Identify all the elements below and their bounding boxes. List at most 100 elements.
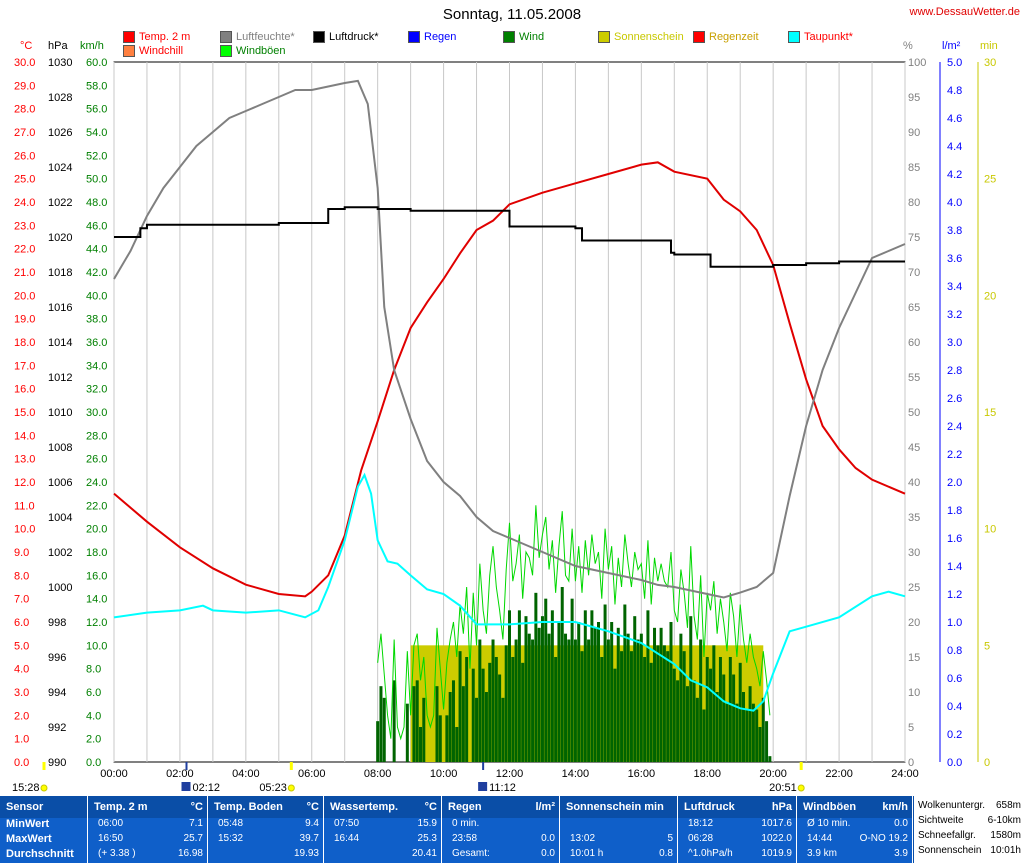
- temp-tick-label: 25.0: [14, 174, 35, 186]
- stats-column-header: Windböen km/h: [797, 796, 912, 818]
- hum-tick-label: 95: [908, 92, 920, 104]
- legend-swatch: [503, 31, 515, 43]
- wind-tick-label: 4.0: [86, 710, 101, 722]
- wind-bar: [745, 709, 749, 762]
- rain-tick-label: 1.8: [947, 505, 962, 517]
- stats-column: Windböen km/h Ø 10 min. 0.0 14:44 O-NO 19.2 3.…: [797, 796, 912, 863]
- legend-item: Sonnenschein: [598, 31, 684, 43]
- x-tick-label: 04:00: [232, 768, 260, 780]
- rain-tick-label: 2.8: [947, 365, 962, 377]
- stats-row: 06:28 1022.0: [678, 833, 796, 847]
- rain-tick-label: 0.6: [947, 673, 962, 685]
- wind-tick-label: 48.0: [86, 197, 107, 209]
- sun-icon: [40, 784, 48, 792]
- wind-tick-label: 34.0: [86, 360, 107, 372]
- temp-tick-label: 1.0: [14, 734, 29, 746]
- rain-tick-label: 3.2: [947, 309, 962, 321]
- wind-tick-label: 32.0: [86, 384, 107, 396]
- wind-tick-label: 18.0: [86, 547, 107, 559]
- wind-bar: [511, 657, 515, 762]
- wind-bar: [415, 680, 419, 762]
- wind-tick-label: 30.0: [86, 407, 107, 419]
- stats-row: 05:48 9.4: [208, 818, 323, 832]
- legend-label: Windchill: [139, 45, 184, 57]
- wind-tick-label: 38.0: [86, 314, 107, 326]
- wind-bar: [656, 645, 660, 762]
- wind-tick-label: 8.0: [86, 664, 101, 676]
- stats-row: Durchschnitt: [0, 848, 87, 862]
- wind-bar: [732, 674, 736, 762]
- info-label: Schneefallgr.: [918, 830, 976, 841]
- sun-tick-label: 10: [984, 524, 996, 536]
- stats-row: Gesamt: 0.0: [442, 848, 559, 862]
- wind-bar: [392, 680, 396, 762]
- wind-tick-label: 58.0: [86, 80, 107, 92]
- stats-cell-value: 25.3: [417, 833, 437, 844]
- info-label: Sonnenschein: [918, 845, 982, 856]
- moon-time-marker: 11:12: [478, 762, 516, 794]
- wind-tick-label: 44.0: [86, 244, 107, 256]
- rain-tick-label: 1.4: [947, 561, 962, 573]
- stats-cell-value: 5: [667, 833, 673, 844]
- site-link[interactable]: www.DessauWetter.de: [909, 6, 1020, 18]
- rain-tick-label: 3.4: [947, 281, 962, 293]
- wind-bar: [669, 622, 673, 762]
- temp-tick-label: 12.0: [14, 477, 35, 489]
- legend-item: Regenzeit: [693, 31, 759, 43]
- wind-bar: [376, 721, 380, 762]
- x-tick-label: 10:00: [430, 768, 458, 780]
- temp-tick-label: 29.0: [14, 80, 35, 92]
- sun-tick-label: 20: [984, 290, 996, 302]
- stats-column-header: Temp. Boden °C: [208, 796, 323, 818]
- stats-cell-label: (+ 3.38 ): [98, 848, 136, 859]
- wind-bar: [709, 668, 713, 762]
- x-tick-label: 06:00: [298, 768, 326, 780]
- sun-time-marker: 15:28: [12, 762, 48, 794]
- rain-unit: l/m²: [942, 40, 961, 52]
- wind-tick-label: 14.0: [86, 594, 107, 606]
- legend-label: Windböen: [236, 45, 286, 57]
- wind-tick-label: 50.0: [86, 174, 107, 186]
- rain-tick-label: 0.2: [947, 729, 962, 741]
- stats-cell-label: Gesamt:: [452, 848, 490, 859]
- temp-tick-label: 18.0: [14, 337, 35, 349]
- wind-tick-label: 26.0: [86, 454, 107, 466]
- temp-tick-label: 3.0: [14, 687, 29, 699]
- wind-tick-label: 40.0: [86, 290, 107, 302]
- stats-cell-label: 05:48: [218, 818, 244, 829]
- wind-bar: [458, 651, 462, 762]
- legend-label: Luftfeuchte*: [236, 31, 295, 43]
- stats-table: Sensor MinWert MaxWert Durchschnitt Temp. 2 …: [0, 796, 1024, 863]
- hum-tick-label: 55: [908, 372, 920, 384]
- wind-bar: [379, 686, 383, 762]
- wind-tick-label: 16.0: [86, 570, 107, 582]
- rain-tick-label: 1.6: [947, 533, 962, 545]
- wind-bar: [659, 627, 663, 762]
- x-tick-label: 18:00: [693, 768, 721, 780]
- press-tick-label: 1022: [48, 197, 72, 209]
- temp-tick-label: 0.0: [14, 757, 29, 769]
- legend-label: Regen: [424, 31, 457, 43]
- stats-cell-label: 06:28: [688, 833, 714, 844]
- wind-bar: [699, 639, 703, 762]
- temp-tick-label: 17.0: [14, 360, 35, 372]
- wind-bar: [517, 610, 521, 762]
- hum-tick-label: 100: [908, 57, 926, 69]
- wind-bar: [689, 616, 693, 762]
- info-row: Sonnenschein 10:01h: [914, 845, 1024, 859]
- legend-swatch: [598, 31, 610, 43]
- wind-tick-label: 28.0: [86, 430, 107, 442]
- stats-cell-label: 13:02: [570, 833, 596, 844]
- legend-item: Luftdruck*: [313, 31, 379, 43]
- wind-bar: [580, 651, 584, 762]
- stats-column: Regen l/m² 0 min. 23:58 0.0 Gesamt: 0.0: [442, 796, 559, 863]
- temp-tick-label: 27.0: [14, 127, 35, 139]
- stats-row: 06:00 7.1: [88, 818, 207, 832]
- stats-column: Luftdruck hPa 18:12 1017.6 06:28 1022.0 ^1.0hP…: [678, 796, 796, 863]
- stats-cell-label: MaxWert: [6, 833, 52, 845]
- wind-bar: [540, 616, 544, 762]
- marker-time-label: 11:12: [489, 782, 516, 794]
- wind-bar: [554, 657, 558, 762]
- stats-header-label: Regen: [448, 801, 482, 813]
- wind-bar: [616, 627, 620, 762]
